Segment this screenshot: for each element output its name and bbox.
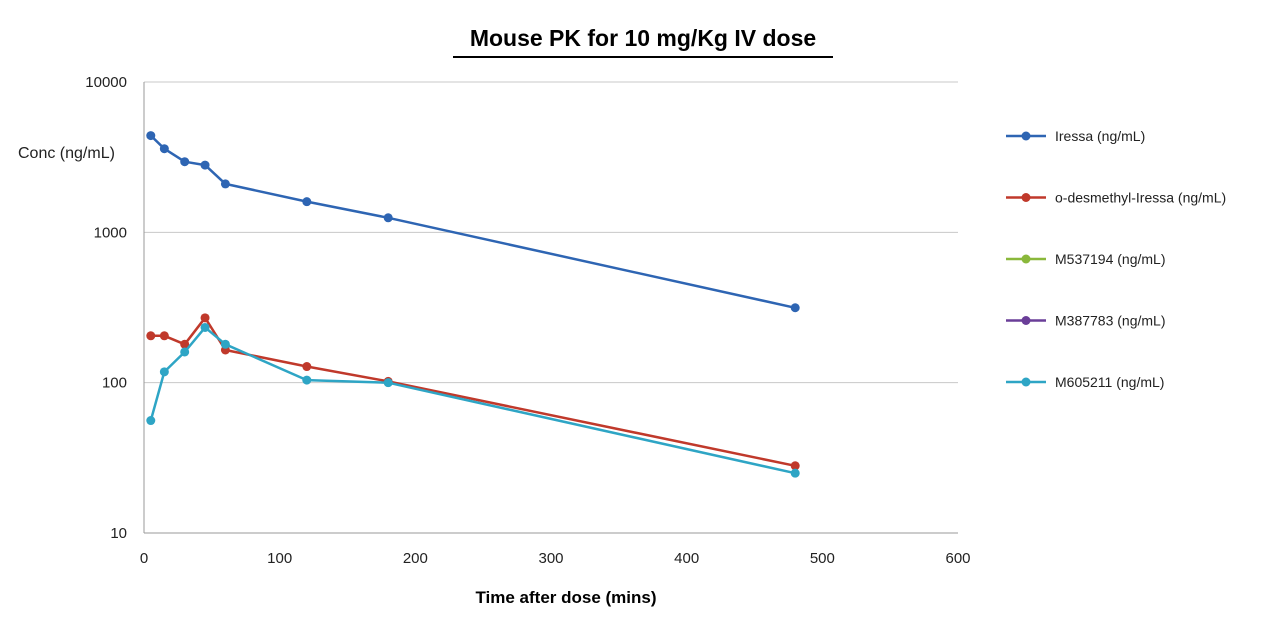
data-point: [302, 197, 312, 207]
x-tick-label: 100: [267, 550, 292, 567]
data-point: [790, 468, 800, 478]
legend-label: M537194 (ng/mL): [1055, 251, 1166, 267]
data-point: [159, 367, 169, 377]
y-tick-label: 100: [102, 375, 127, 392]
gridlines: [144, 81, 958, 384]
series-group: [146, 322, 800, 478]
legend-entry: o-desmethyl-Iressa (ng/mL): [1006, 190, 1226, 206]
data-point: [180, 347, 190, 357]
data-point: [200, 322, 210, 332]
data-point: [180, 339, 190, 349]
data-point: [200, 160, 210, 170]
data-point: [383, 378, 393, 388]
data-point: [159, 331, 169, 341]
axes: [143, 82, 958, 534]
data-point: [159, 144, 169, 154]
data-point: [790, 303, 800, 313]
x-tick-label: 600: [945, 550, 970, 567]
series-line: [149, 326, 796, 475]
chart-title: Mouse PK for 10 mg/Kg IV dose: [470, 25, 816, 51]
data-point: [790, 461, 800, 471]
legend-label: Iressa (ng/mL): [1055, 128, 1145, 144]
y-tick-label: 10: [110, 525, 127, 542]
legend-label: o-desmethyl-Iressa (ng/mL): [1055, 190, 1226, 206]
legend-entry: Iressa (ng/mL): [1006, 128, 1145, 144]
data-series: [146, 131, 800, 478]
legend-label: M387783 (ng/mL): [1055, 313, 1166, 329]
y-tick-label: 10000: [85, 74, 127, 91]
legend-marker: [1021, 131, 1031, 141]
series-line: [149, 134, 796, 310]
data-point: [302, 375, 312, 385]
series-group: [146, 313, 800, 471]
data-point: [146, 416, 156, 426]
data-point: [383, 213, 393, 223]
legend: Iressa (ng/mL) o-desmethyl-Iressa (ng/mL)…: [1006, 128, 1226, 390]
data-point: [146, 331, 156, 341]
data-point: [146, 131, 156, 141]
legend-marker: [1021, 316, 1031, 325]
y-tick-label: 1000: [94, 224, 127, 241]
legend-marker: [1021, 193, 1031, 202]
legend-marker: [1021, 377, 1031, 387]
x-tick-label: 500: [810, 550, 835, 567]
legend-entry: M537194 (ng/mL): [1006, 251, 1166, 267]
x-axis-label: Time after dose (mins): [475, 588, 656, 607]
data-point: [200, 313, 210, 323]
x-tick-label: 200: [403, 550, 428, 567]
x-tick-label: 300: [538, 550, 563, 567]
data-point: [220, 339, 230, 349]
legend-label: M605211 (ng/mL): [1055, 374, 1164, 390]
legend-marker: [1021, 254, 1031, 264]
legend-entry: M387783 (ng/mL): [1006, 313, 1166, 329]
legend-entry: M605211 (ng/mL): [1006, 374, 1164, 390]
y-axis-label: Conc (ng/mL): [18, 145, 115, 162]
series-line: [150, 316, 796, 468]
data-point: [180, 157, 190, 167]
tick-labels: 10 100 1000 10000 0 100 200 300 400 500 600: [85, 74, 970, 567]
x-tick-label: 0: [140, 550, 148, 567]
series-group: [146, 131, 800, 313]
x-tick-label: 400: [674, 550, 699, 567]
data-point: [220, 179, 230, 189]
data-point: [302, 362, 312, 372]
